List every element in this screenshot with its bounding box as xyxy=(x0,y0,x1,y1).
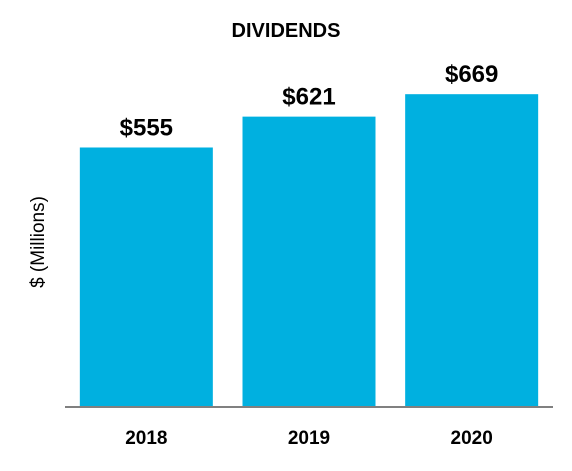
bar-2018 xyxy=(79,147,213,407)
data-labels-group: $555 $621 $669 xyxy=(120,61,499,141)
x-tick-labels-group: 2018 2019 2020 xyxy=(125,428,493,449)
data-label-2018: $555 xyxy=(120,114,173,141)
data-label-2020: $669 xyxy=(445,61,498,88)
data-label-2019: $621 xyxy=(282,84,335,111)
y-axis-label: $ (Millions) xyxy=(28,196,49,288)
bars-group xyxy=(79,94,539,408)
x-tick-label-2019: 2019 xyxy=(288,428,330,449)
chart-title: DIVIDENDS xyxy=(232,20,341,42)
bar-2019 xyxy=(242,116,376,407)
x-tick-label-2018: 2018 xyxy=(125,428,167,449)
bar-2020 xyxy=(405,94,539,408)
x-tick-label-2020: 2020 xyxy=(451,428,493,449)
